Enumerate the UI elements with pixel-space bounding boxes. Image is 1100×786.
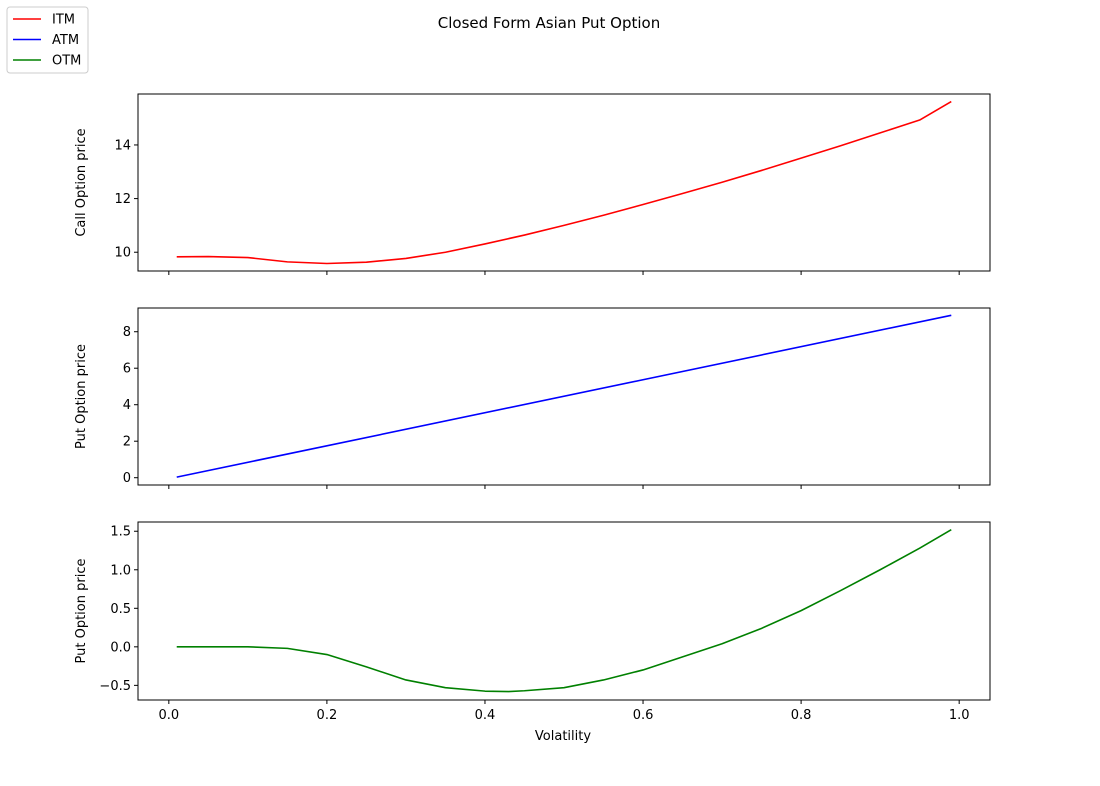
x-tick-label: 0.8 — [791, 708, 812, 723]
x-tick-label: 0.0 — [158, 708, 179, 723]
series-line-otm — [176, 529, 952, 693]
legend: ITM ATM OTM — [6, 6, 89, 74]
legend-label-itm: ITM — [52, 13, 75, 28]
y-tick-label: 10 — [114, 246, 131, 261]
x-tick-label: 1.0 — [949, 708, 970, 723]
subplot-2: 0 2 4 6 8 Put Option price — [74, 307, 991, 489]
series-line-atm — [176, 314, 952, 478]
x-tick-label: 0.2 — [317, 708, 338, 723]
y-tick-label: 0.5 — [110, 602, 131, 617]
axes-frame — [137, 93, 991, 272]
axes-frame — [137, 521, 991, 701]
axes-frame — [137, 307, 991, 486]
x-axis-label: Volatility — [535, 729, 591, 744]
x-tick-label: 0.6 — [633, 708, 654, 723]
y-tick-label: 4 — [123, 398, 131, 413]
y-tick-label: 2 — [123, 435, 131, 450]
subplot-3: −0.5 0.0 0.5 1.0 1.5 0.0 0.2 0.4 0.6 0.8 1.0 Put Op… — [74, 521, 991, 744]
y-axis-label: Put Option price — [74, 559, 89, 664]
y-tick-label: 0 — [123, 471, 131, 486]
subplot-1: 10 12 14 Call Option price — [74, 93, 991, 275]
y-tick-label: 12 — [114, 192, 131, 207]
y-axis-label: Put Option price — [74, 344, 89, 449]
y-tick-label: 6 — [123, 362, 131, 377]
y-tick-label: 8 — [123, 325, 131, 340]
x-tick-label: 0.4 — [475, 708, 496, 723]
y-tick-label: −0.5 — [99, 679, 131, 694]
series-line-itm — [176, 100, 952, 265]
y-tick-label: 1.5 — [110, 525, 131, 540]
y-axis-label: Call Option price — [74, 128, 89, 236]
y-tick-label: 14 — [114, 138, 131, 153]
subplots: 10 12 14 Call Option price 0 2 4 6 8 Put Option p… — [74, 93, 991, 744]
y-tick-label: 1.0 — [110, 563, 131, 578]
legend-frame — [6, 6, 89, 74]
legend-label-atm: ATM — [52, 33, 79, 48]
legend-label-otm: OTM — [52, 54, 81, 69]
figure-title: Closed Form Asian Put Option — [438, 14, 660, 32]
y-tick-label: 0.0 — [110, 640, 131, 655]
